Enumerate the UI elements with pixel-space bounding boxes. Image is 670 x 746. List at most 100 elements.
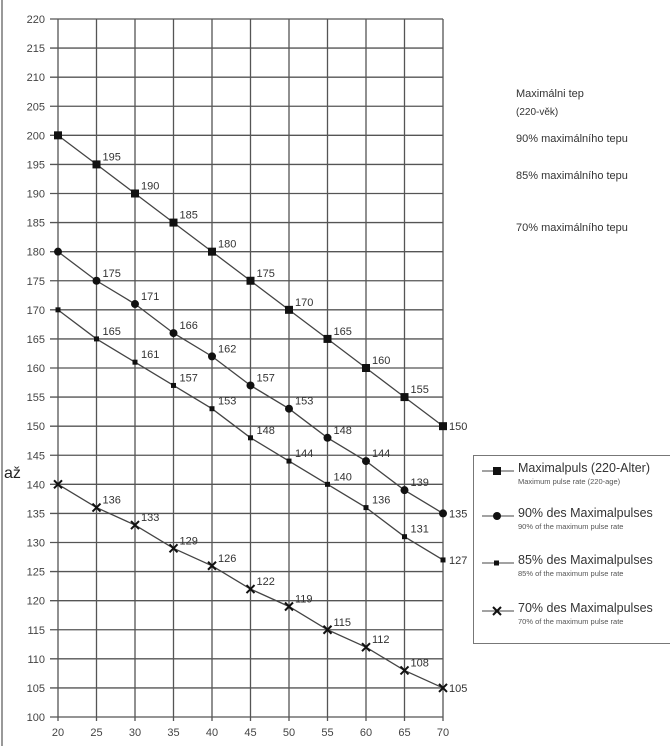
y-tick-label: 200 — [27, 130, 45, 142]
x-tick-label: 60 — [360, 727, 372, 739]
series-group: 195 190 185 180 175 170 165 160 155 150 175 171 166 1… — [53, 131, 467, 695]
legend-label: 90% des Maximalpulses — [518, 506, 653, 520]
x-tick-label: 65 — [398, 727, 410, 739]
data-point — [92, 276, 101, 285]
y-tick-label: 105 — [27, 683, 45, 695]
data-label: 108 — [411, 657, 429, 669]
data-point — [209, 406, 215, 412]
data-point — [55, 307, 61, 313]
data-point — [94, 336, 99, 342]
y-tick-label: 160 — [27, 363, 45, 375]
y-tick-label: 165 — [27, 334, 45, 346]
y-tick-label: 205 — [27, 101, 45, 113]
data-label: 148 — [334, 425, 352, 437]
data-label: 190 — [141, 181, 159, 193]
czech-85-label: 85% maximálního tepu — [516, 170, 628, 182]
data-label: 157 — [180, 372, 198, 384]
y-tick-label: 220 — [27, 14, 45, 26]
y-tick-label: 130 — [27, 538, 45, 550]
y-tick-label: 125 — [27, 567, 45, 579]
data-label: 150 — [449, 421, 467, 433]
legend-item-70: 70% des Maximalpulses 70% of the maximum… — [482, 601, 653, 626]
data-point — [361, 642, 371, 652]
legend-marker-circle-icon — [482, 512, 514, 520]
y-tick-label: 155 — [27, 392, 45, 404]
y-tick-label: 185 — [27, 218, 45, 230]
data-point — [362, 364, 370, 372]
data-point — [169, 329, 178, 338]
data-point — [438, 683, 448, 693]
grid — [50, 18, 444, 721]
data-point — [286, 458, 292, 464]
legend-label: 85% des Maximalpulses — [518, 553, 653, 567]
data-label: 115 — [334, 617, 352, 629]
data-label: 161 — [141, 349, 159, 361]
data-label: 153 — [295, 396, 313, 408]
data-point — [169, 218, 178, 227]
data-point — [130, 520, 140, 530]
data-point — [91, 502, 102, 513]
data-label: 127 — [449, 555, 467, 567]
data-point — [53, 479, 63, 490]
data-point — [440, 557, 446, 563]
data-label: 129 — [180, 535, 198, 547]
data-label: 133 — [141, 512, 159, 524]
legend-sublabel: 85% of the maximum pulse rate — [518, 569, 624, 578]
x-tick-label: 45 — [244, 727, 256, 739]
data-point — [208, 352, 216, 361]
data-label: 165 — [334, 326, 352, 338]
czech-max-label: Maximálni tep — [516, 88, 584, 100]
data-point — [400, 393, 409, 402]
y-tick-label: 110 — [27, 654, 45, 666]
czech-90-label: 90% maximálního tepu — [516, 133, 628, 145]
data-point — [402, 534, 407, 540]
y-tick-label: 175 — [27, 276, 45, 288]
y-tick-label: 100 — [27, 712, 45, 724]
legend-marker-square-icon — [482, 467, 514, 475]
data-point — [168, 543, 179, 554]
data-point — [285, 404, 293, 413]
tick-labels: 20 25 30 35 40 45 50 55 60 65 70 100 105 110 115 120 125… — [27, 14, 449, 739]
x-tick-label: 20 — [52, 727, 64, 739]
legend-sublabel: 70% of the maximum pulse rate — [518, 617, 624, 626]
x-tick-label: 50 — [283, 727, 295, 739]
legend-sublabel: 90% of the maximum pulse rate — [518, 522, 624, 531]
y-tick-label: 120 — [27, 596, 45, 608]
data-label: 144 — [295, 448, 313, 460]
data-label: 105 — [449, 683, 467, 695]
data-label: 175 — [257, 268, 275, 280]
data-label: 136 — [103, 495, 121, 507]
legend-label: 70% des Maximalpulses — [518, 601, 653, 615]
data-label: 185 — [180, 210, 198, 222]
y-tick-label: 215 — [27, 43, 45, 55]
data-label: 139 — [411, 477, 429, 489]
data-point — [54, 247, 62, 256]
x-tick-label: 70 — [437, 727, 449, 739]
data-point — [54, 131, 62, 140]
y-tick-label: 140 — [27, 479, 45, 491]
data-point — [132, 359, 138, 365]
y-tick-label: 145 — [27, 450, 45, 462]
legend-label: Maximalpuls (220-Alter) — [518, 461, 650, 475]
legend: Maximalpuls (220-Alter) Maximum pulse ra… — [473, 455, 670, 644]
data-label: 112 — [372, 634, 390, 646]
legend-sublabel: Maximum pulse rate (220-age) — [518, 477, 621, 486]
data-point — [363, 505, 369, 511]
data-label: 153 — [218, 396, 236, 408]
data-point — [208, 247, 216, 256]
x-tick-label: 30 — [129, 727, 141, 739]
data-label: 171 — [141, 291, 159, 303]
data-label: 144 — [372, 448, 390, 460]
data-point — [245, 584, 256, 594]
data-label: 140 — [334, 471, 352, 483]
x-tick-label: 40 — [206, 727, 218, 739]
data-point — [92, 160, 101, 169]
data-point — [399, 665, 410, 676]
czech-70-label: 70% maximálního tepu — [516, 222, 628, 234]
czech-max-sublabel: (220-věk) — [516, 107, 559, 118]
y-tick-label: 115 — [27, 625, 45, 637]
data-label: 180 — [218, 239, 236, 251]
data-point — [362, 457, 370, 466]
